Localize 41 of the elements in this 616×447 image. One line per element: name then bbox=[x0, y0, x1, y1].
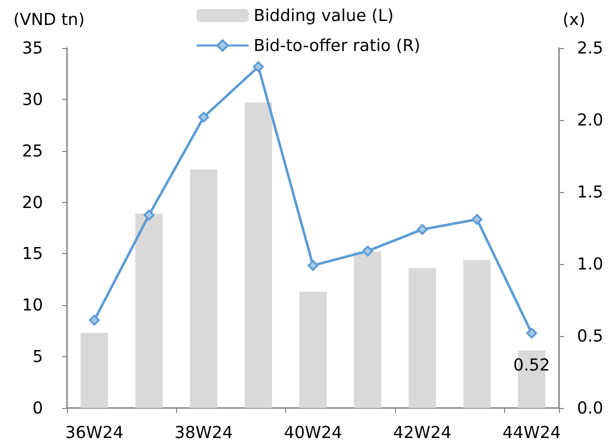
point bbox=[252, 61, 264, 72]
x-tick-label: 36W24 bbox=[65, 423, 124, 442]
bar bbox=[408, 268, 436, 408]
point bbox=[416, 224, 428, 235]
y2-tick-label: 2.0 bbox=[577, 110, 604, 130]
y2-tick-label: 2.5 bbox=[577, 38, 604, 58]
y2-tick-label: 0.5 bbox=[577, 326, 604, 346]
x-tick-label: 42W24 bbox=[393, 423, 452, 442]
point bbox=[144, 210, 154, 220]
y2-tick-label: 1.5 bbox=[577, 182, 604, 202]
bar bbox=[135, 214, 163, 408]
legend-label: Bidding value (L) bbox=[254, 6, 394, 25]
y-tick-label: 10 bbox=[22, 296, 43, 315]
y-tick-label: 25 bbox=[22, 141, 43, 160]
y-tick-label: 35 bbox=[22, 38, 43, 58]
x-tick-label: 38W24 bbox=[174, 423, 233, 442]
bar bbox=[80, 332, 108, 408]
point bbox=[308, 260, 318, 271]
y-tick-label: 20 bbox=[22, 192, 43, 212]
point bbox=[88, 314, 100, 326]
point bbox=[472, 214, 482, 225]
bar bbox=[463, 260, 491, 408]
x-tick-label: 40W24 bbox=[284, 423, 342, 442]
y2-axis-title: (x) bbox=[562, 10, 586, 29]
bar bbox=[299, 292, 327, 408]
x-tick-label: 44W24 bbox=[502, 423, 561, 442]
y2-tick-label: 0.0 bbox=[577, 398, 604, 418]
point bbox=[362, 246, 374, 256]
y-tick-label: 0 bbox=[32, 398, 43, 418]
y-axis-title: (VND tn) bbox=[13, 10, 85, 29]
bar bbox=[354, 252, 382, 408]
y-tick-label: 30 bbox=[22, 90, 43, 109]
data-label: 0.52 bbox=[513, 356, 550, 375]
bar bbox=[244, 102, 272, 408]
point bbox=[526, 328, 538, 339]
y2-tick-label: 1.0 bbox=[577, 254, 604, 274]
y-tick-label: 5 bbox=[32, 347, 43, 366]
y-tick-label: 15 bbox=[22, 244, 43, 264]
legend-label: Bid-to-offer ratio (R) bbox=[254, 36, 420, 55]
bar bbox=[190, 169, 218, 408]
point bbox=[198, 112, 210, 123]
